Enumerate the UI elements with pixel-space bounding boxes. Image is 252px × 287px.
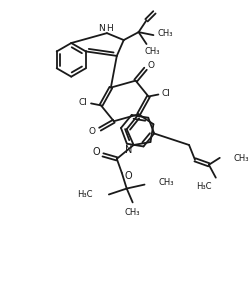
Text: H₃C: H₃C — [196, 182, 212, 191]
Text: N: N — [99, 24, 105, 33]
Text: O: O — [88, 127, 96, 136]
Text: CH₃: CH₃ — [158, 29, 173, 38]
Text: N: N — [125, 145, 132, 155]
Text: O: O — [148, 61, 155, 70]
Text: O: O — [125, 171, 133, 181]
Text: H₃C: H₃C — [78, 190, 93, 199]
Text: CH₃: CH₃ — [145, 47, 160, 57]
Text: Cl: Cl — [162, 89, 171, 98]
Text: Cl: Cl — [79, 98, 88, 107]
Text: CH₃: CH₃ — [125, 208, 140, 217]
Text: CH₃: CH₃ — [234, 154, 249, 163]
Text: O: O — [92, 147, 100, 157]
Text: H: H — [107, 24, 113, 33]
Text: CH₃: CH₃ — [158, 178, 174, 187]
